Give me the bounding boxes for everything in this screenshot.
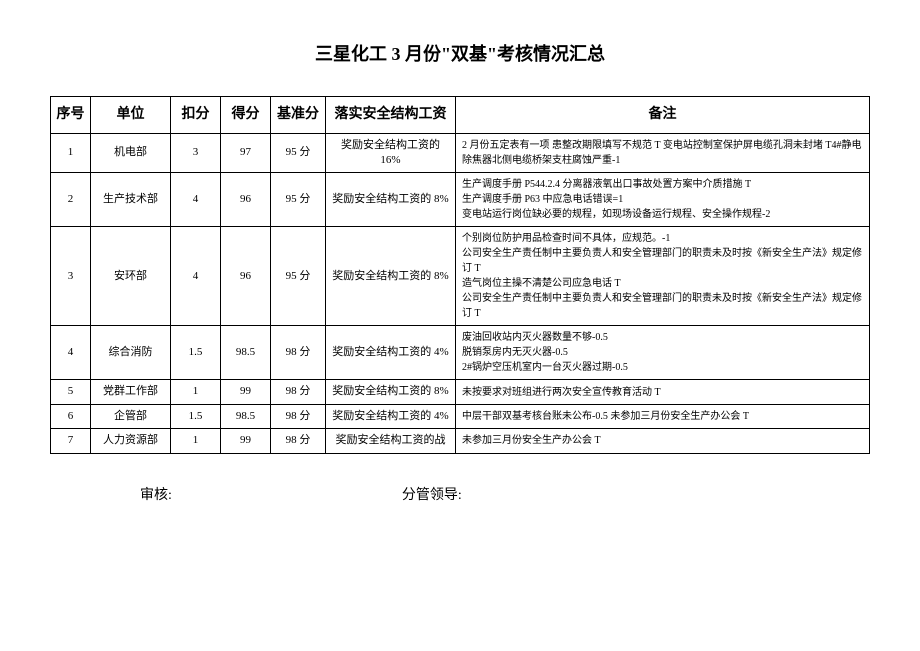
cell-deduct: 4	[171, 173, 221, 227]
cell-unit: 综合消防	[91, 326, 171, 380]
cell-deduct: 4	[171, 227, 221, 326]
cell-score: 96	[221, 173, 271, 227]
header-seq: 序号	[51, 97, 91, 134]
cell-impl: 奖励安全结构工资的 16%	[326, 133, 456, 173]
cell-seq: 6	[51, 404, 91, 428]
cell-score: 96	[221, 227, 271, 326]
table-row: 1机电部39795 分奖励安全结构工资的 16%2 月份五定表有一项 患整改期限…	[51, 133, 870, 173]
cell-score: 98.5	[221, 326, 271, 380]
cell-note: 未按要求对班组进行两次安全宣传教育活动 T	[456, 380, 870, 404]
cell-deduct: 3	[171, 133, 221, 173]
cell-base: 95 分	[271, 173, 326, 227]
cell-impl: 奖励安全结构工资的 4%	[326, 404, 456, 428]
cell-unit: 人力资源部	[91, 429, 171, 453]
cell-impl: 奖励安全结构工资的 8%	[326, 173, 456, 227]
cell-seq: 2	[51, 173, 91, 227]
cell-seq: 7	[51, 429, 91, 453]
cell-unit: 机电部	[91, 133, 171, 173]
cell-unit: 党群工作部	[91, 380, 171, 404]
cell-seq: 1	[51, 133, 91, 173]
cell-impl: 奖励安全结构工资的 4%	[326, 326, 456, 380]
table-row: 3安环部49695 分奖励安全结构工资的 8%个别岗位防护用品检查时间不具体，应…	[51, 227, 870, 326]
cell-base: 98 分	[271, 429, 326, 453]
cell-deduct: 1	[171, 429, 221, 453]
header-unit: 单位	[91, 97, 171, 134]
cell-base: 98 分	[271, 380, 326, 404]
cell-impl: 奖励安全结构工资的 8%	[326, 227, 456, 326]
cell-deduct: 1.5	[171, 404, 221, 428]
header-base: 基准分	[271, 97, 326, 134]
cell-deduct: 1	[171, 380, 221, 404]
cell-note: 2 月份五定表有一项 患整改期限填写不规范 T 变电站控制室保护屏电缆孔洞未封堵…	[456, 133, 870, 173]
cell-unit: 安环部	[91, 227, 171, 326]
assessment-table: 序号 单位 扣分 得分 基准分 落实安全结构工资 备注 1机电部39795 分奖…	[50, 96, 870, 454]
audit-label: 审核:	[140, 484, 172, 504]
table-row: 2生产技术部49695 分奖励安全结构工资的 8%生产调度手册 P544.2.4…	[51, 173, 870, 227]
cell-score: 97	[221, 133, 271, 173]
cell-seq: 5	[51, 380, 91, 404]
table-header-row: 序号 单位 扣分 得分 基准分 落实安全结构工资 备注	[51, 97, 870, 134]
cell-score: 99	[221, 380, 271, 404]
cell-note: 未参加三月份安全生产办公会 T	[456, 429, 870, 453]
cell-note: 个别岗位防护用品检查时间不具体，应规范。-1 公司安全生产责任制中主要负责人和安…	[456, 227, 870, 326]
leader-label: 分管领导:	[402, 484, 462, 504]
cell-base: 98 分	[271, 404, 326, 428]
cell-impl: 奖励安全结构工资的战	[326, 429, 456, 453]
cell-seq: 4	[51, 326, 91, 380]
cell-base: 95 分	[271, 227, 326, 326]
cell-score: 98.5	[221, 404, 271, 428]
table-row: 7人力资源部19998 分奖励安全结构工资的战未参加三月份安全生产办公会 T	[51, 429, 870, 453]
cell-unit: 生产技术部	[91, 173, 171, 227]
cell-impl: 奖励安全结构工资的 8%	[326, 380, 456, 404]
cell-unit: 企管部	[91, 404, 171, 428]
cell-seq: 3	[51, 227, 91, 326]
cell-base: 95 分	[271, 133, 326, 173]
page-title: 三星化工 3 月份"双基"考核情况汇总	[50, 40, 870, 66]
table-row: 4综合消防1.598.598 分奖励安全结构工资的 4%废油回收站内灭火器数量不…	[51, 326, 870, 380]
cell-base: 98 分	[271, 326, 326, 380]
table-row: 5党群工作部19998 分奖励安全结构工资的 8%未按要求对班组进行两次安全宣传…	[51, 380, 870, 404]
cell-deduct: 1.5	[171, 326, 221, 380]
header-score: 得分	[221, 97, 271, 134]
header-deduct: 扣分	[171, 97, 221, 134]
footer: 审核: 分管领导:	[50, 484, 870, 504]
cell-score: 99	[221, 429, 271, 453]
cell-note: 废油回收站内灭火器数量不够-0.5 脱销泵房内无灭火器-0.5 2#锅炉空压机室…	[456, 326, 870, 380]
cell-note: 生产调度手册 P544.2.4 分离器液氧出口事故处置方案中介质措施 T 生产调…	[456, 173, 870, 227]
cell-note: 中层干部双基考核台账未公布-0.5 未参加三月份安全生产办公会 T	[456, 404, 870, 428]
table-row: 6企管部1.598.598 分奖励安全结构工资的 4%中层干部双基考核台账未公布…	[51, 404, 870, 428]
header-impl: 落实安全结构工资	[326, 97, 456, 134]
header-note: 备注	[456, 97, 870, 134]
